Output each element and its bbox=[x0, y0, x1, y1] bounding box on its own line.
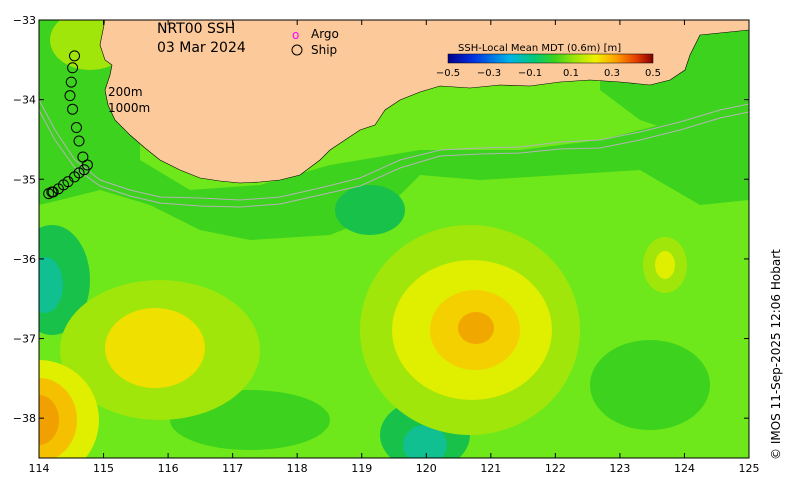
x-tick-label: 125 bbox=[739, 462, 760, 475]
colorbar-tick-label: 0.5 bbox=[645, 68, 661, 79]
y-tick-label: −37 bbox=[13, 333, 36, 346]
isobath-200m-label: 200m bbox=[108, 85, 143, 99]
cool-eddy-south-core bbox=[403, 425, 447, 458]
x-tick-label: 120 bbox=[416, 462, 437, 475]
green-patch-east bbox=[590, 340, 710, 430]
colorbar-bar bbox=[447, 53, 654, 64]
x-tick-label: 118 bbox=[287, 462, 308, 475]
x-axis: 114 115 116 117 118 119 120 121 122 123 124 125 bbox=[29, 20, 760, 475]
colorbar-ticks: −0.5 −0.3 −0.1 0.1 0.3 0.5 bbox=[436, 68, 661, 79]
ship-position bbox=[46, 186, 58, 198]
x-tick-label: 124 bbox=[674, 462, 695, 475]
y-tick-label: −38 bbox=[13, 412, 36, 425]
ship-track bbox=[43, 50, 93, 200]
isobath-1000m-label: 1000m bbox=[108, 101, 150, 115]
warm-eddy-west-inner bbox=[105, 308, 205, 388]
ssh-field bbox=[39, 20, 749, 458]
weak-high-east-core bbox=[655, 251, 675, 279]
y-axis: −33 −34 −35 −36 −37 −38 bbox=[13, 14, 749, 425]
y-tick-label: −36 bbox=[13, 253, 36, 266]
argo-symbol: o bbox=[292, 28, 299, 42]
ship-position bbox=[64, 90, 76, 102]
imos-credit: © IMOS 11-Sep-2025 12:06 Hobart bbox=[769, 249, 783, 460]
colorbar-tick-label: 0.1 bbox=[563, 68, 579, 79]
colorbar-tick-label: −0.5 bbox=[436, 68, 460, 79]
legend-argo-label: Argo bbox=[311, 27, 339, 41]
colorbar-tick-label: −0.3 bbox=[477, 68, 501, 79]
x-tick-label: 119 bbox=[351, 462, 372, 475]
x-tick-label: 116 bbox=[158, 462, 179, 475]
colorbar-tick-label: 0.3 bbox=[604, 68, 620, 79]
ship-position bbox=[65, 76, 77, 88]
x-tick-label: 114 bbox=[29, 462, 50, 475]
x-tick-label: 121 bbox=[480, 462, 501, 475]
plot-frame bbox=[38, 19, 750, 459]
colorbar-title: SSH-Local Mean MDT (0.6m) [m] bbox=[458, 43, 621, 54]
warm-sw-core bbox=[39, 395, 59, 445]
title-date: 03 Mar 2024 bbox=[157, 40, 246, 56]
isobath-200m bbox=[39, 99, 749, 201]
cool-eddy-central bbox=[335, 185, 405, 235]
x-tick-label: 115 bbox=[93, 462, 114, 475]
legend-ship-label: Ship bbox=[311, 43, 337, 57]
x-tick-label: 122 bbox=[545, 462, 566, 475]
isobath-1000m bbox=[39, 109, 749, 208]
ship-position bbox=[70, 122, 82, 134]
ship-position bbox=[67, 62, 79, 74]
cool-eddy-west-core bbox=[39, 257, 63, 313]
title-product: NRT00 SSH bbox=[157, 21, 235, 37]
ship-legend-icon bbox=[291, 44, 303, 56]
x-tick-label: 123 bbox=[609, 462, 630, 475]
ship-position bbox=[69, 50, 80, 62]
y-tick-label: −34 bbox=[13, 94, 36, 107]
ship-position bbox=[73, 135, 85, 147]
y-tick-label: −33 bbox=[13, 14, 36, 27]
warm-eddy-central-core bbox=[458, 312, 494, 344]
ship-position bbox=[67, 103, 79, 115]
x-tick-label: 117 bbox=[222, 462, 243, 475]
y-tick-label: −35 bbox=[13, 173, 36, 186]
colorbar-tick-label: −0.1 bbox=[518, 68, 542, 79]
